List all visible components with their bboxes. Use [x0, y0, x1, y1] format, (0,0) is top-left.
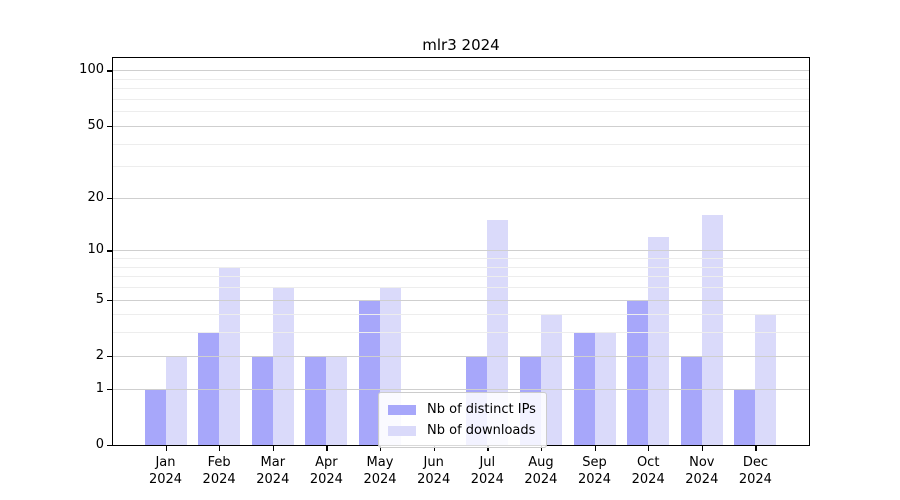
gridline-40 — [113, 143, 809, 145]
y-tick-label-10: 10 — [87, 242, 104, 258]
y-tick-label-2: 2 — [95, 347, 104, 363]
gridline-60 — [113, 111, 809, 113]
gridline-20 — [113, 197, 809, 199]
y-tick-mark-50 — [107, 125, 112, 128]
bar-ips-apr — [305, 355, 327, 445]
legend-row-distinct-ips: Nb of distinct IPs — [388, 400, 536, 419]
gridline-100 — [113, 70, 809, 72]
bar-ips-jan — [144, 388, 166, 445]
x-tick-mark-feb — [219, 446, 221, 451]
x-tick-mark-nov — [701, 446, 704, 451]
x-tick-mark-apr — [326, 446, 328, 451]
gridline-70 — [113, 98, 809, 100]
y-tick-label-100: 100 — [79, 62, 104, 78]
bar-ips-mar — [251, 355, 273, 445]
gridline-4 — [113, 314, 809, 316]
bar-downloads-nov — [701, 215, 723, 445]
x-tick-mark-may — [380, 446, 382, 451]
bar-downloads-dec — [755, 314, 777, 445]
bar-ips-oct — [627, 299, 649, 445]
bar-downloads-oct — [648, 236, 670, 445]
legend-swatch-distinct-ips — [388, 404, 416, 415]
y-tick-label-0: 0 — [95, 437, 104, 452]
x-tick-label-jun: Jun 2024 — [417, 455, 451, 487]
bar-downloads-apr — [326, 355, 348, 445]
y-tick-mark-10 — [107, 250, 112, 252]
x-tick-label-sep: Sep 2024 — [577, 455, 612, 487]
y-tick-label-1: 1 — [95, 380, 104, 396]
y-tick-mark-20 — [107, 197, 112, 200]
y-tick-mark-2 — [107, 355, 112, 358]
x-tick-label-oct: Oct 2024 — [631, 455, 665, 487]
y-tick-label-20: 20 — [87, 189, 104, 205]
y-tick-label-50: 50 — [87, 117, 104, 133]
x-tick-label-nov: Nov 2024 — [685, 455, 719, 487]
x-tick-mark-jun — [433, 446, 435, 451]
x-tick-mark-jul — [487, 446, 489, 451]
x-tick-mark-mar — [272, 446, 275, 451]
x-tick-label-dec: Dec 2024 — [738, 455, 772, 487]
x-tick-label-aug: Aug 2024 — [524, 455, 558, 487]
legend-label-downloads: Nb of downloads — [427, 423, 536, 438]
y-tick-mark-0 — [107, 445, 112, 447]
gridline-8 — [113, 266, 809, 268]
y-tick-mark-1 — [107, 388, 112, 390]
legend: Nb of distinct IPs Nb of downloads — [378, 392, 547, 448]
gridline-6 — [113, 287, 809, 288]
plot-area: Nb of distinct IPs Nb of downloads — [112, 57, 810, 448]
gridline-50 — [113, 125, 809, 127]
x-tick-mark-aug — [540, 446, 543, 451]
x-tick-label-mar: Mar 2024 — [256, 455, 290, 487]
bar-downloads-mar — [272, 287, 294, 445]
x-tick-mark-jan — [165, 446, 167, 451]
x-tick-label-jul: Jul 2024 — [470, 455, 504, 487]
x-tick-label-apr: Apr 2024 — [309, 455, 343, 487]
x-tick-mark-sep — [594, 446, 596, 451]
gridline-80 — [113, 88, 809, 90]
gridline-10 — [113, 250, 809, 252]
bar-ips-may — [359, 299, 380, 445]
legend-label-distinct-ips: Nb of distinct IPs — [427, 402, 536, 417]
y-tick-mark-100 — [107, 70, 112, 72]
gridline-5 — [113, 299, 809, 301]
gridline-7 — [113, 276, 809, 278]
bar-ips-nov — [680, 355, 702, 445]
x-tick-mark-oct — [648, 446, 650, 451]
gridline-30 — [113, 166, 809, 168]
bar-downloads-jan — [165, 355, 187, 445]
x-tick-label-feb: Feb 2024 — [202, 455, 236, 487]
legend-swatch-downloads — [388, 425, 416, 436]
x-tick-label-jan: Jan 2024 — [148, 455, 183, 487]
gridline-1 — [113, 388, 809, 390]
legend-row-downloads: Nb of downloads — [388, 421, 536, 440]
chart-title: mlr3 2024 — [422, 36, 500, 54]
y-tick-label-5: 5 — [95, 291, 104, 307]
x-tick-mark-dec — [755, 446, 757, 451]
bar-ips-dec — [734, 388, 756, 445]
gridline-90 — [113, 78, 809, 80]
gridline-9 — [113, 258, 809, 259]
gridline-2 — [113, 355, 809, 357]
x-tick-label-may: May 2024 — [363, 455, 397, 487]
y-tick-mark-5 — [107, 299, 112, 301]
gridline-3 — [113, 332, 809, 334]
